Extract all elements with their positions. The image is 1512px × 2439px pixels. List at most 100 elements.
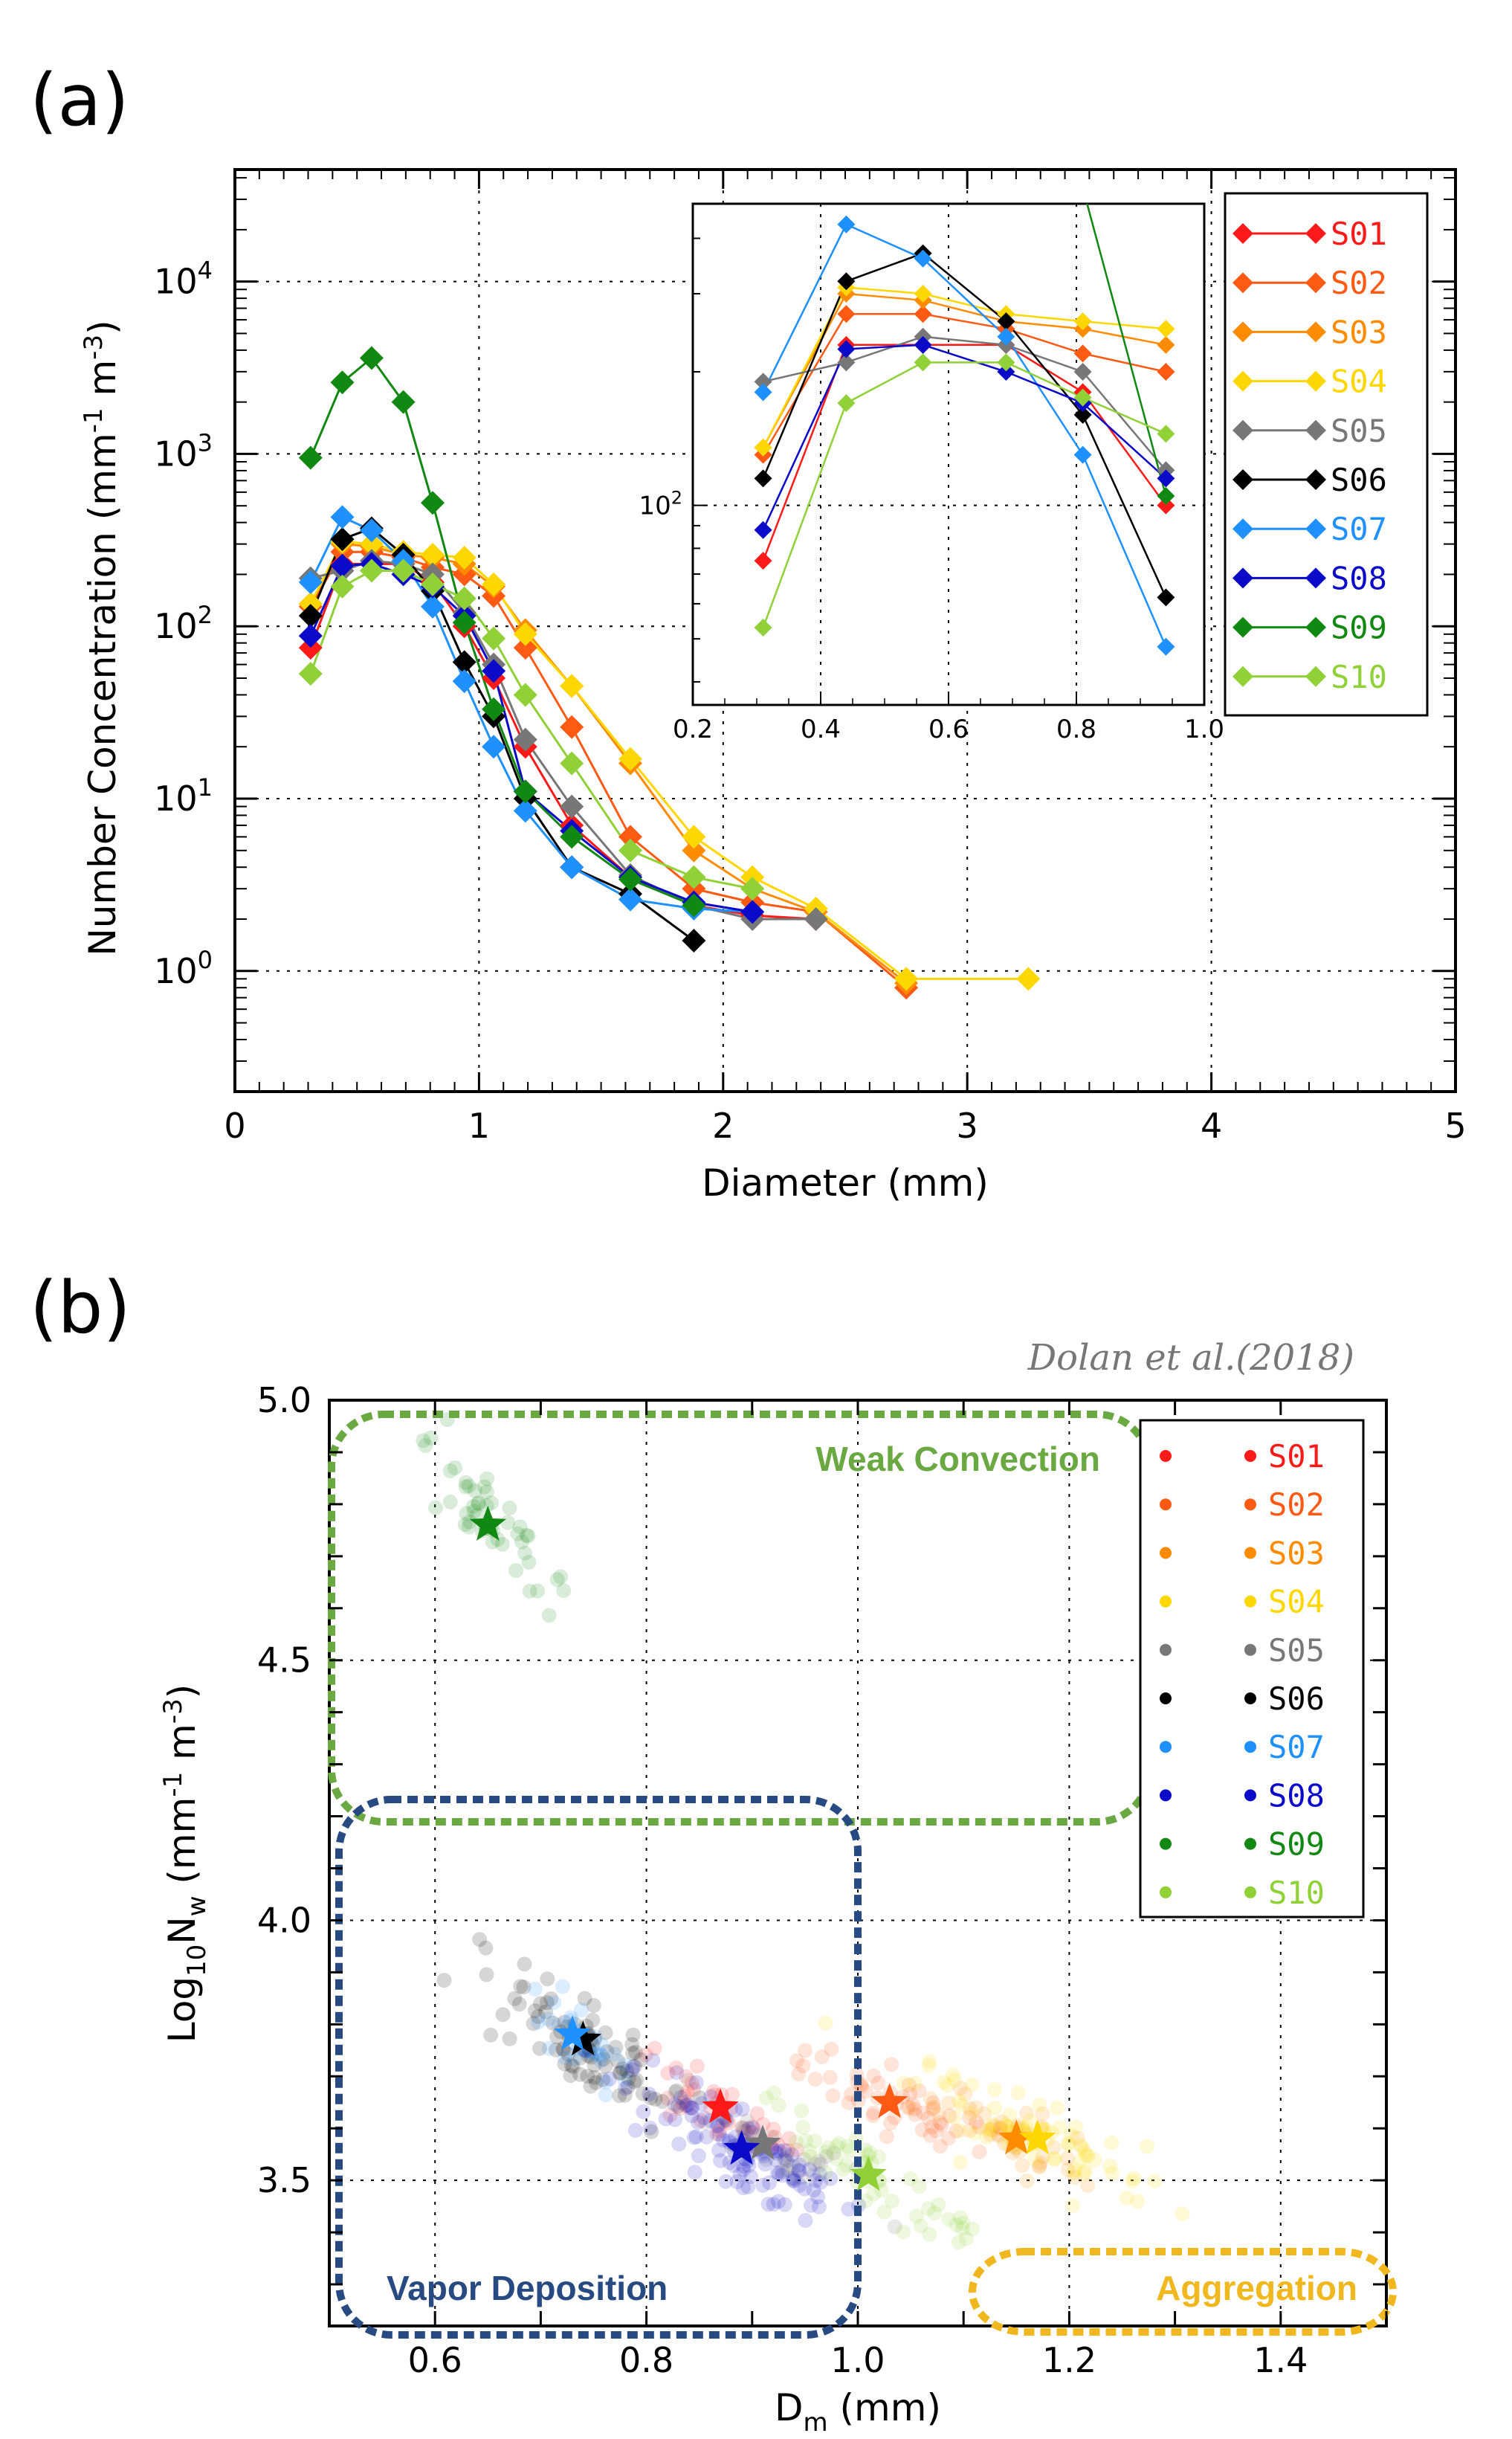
scatter-point-s05	[807, 2156, 822, 2172]
panel-a-y-axis-label: Number Concentration (mm-1 m-3)	[79, 320, 124, 956]
scatter-point-s02	[866, 2068, 882, 2084]
scatter-point-s02	[883, 2116, 899, 2131]
scatter-point-s09	[522, 1583, 537, 1599]
scatter-point-s01	[679, 2069, 694, 2084]
scatter-point-s01	[673, 2101, 688, 2116]
panel-a-inset: 0.2 0.4 0.6 0.8 1.0 102	[639, 202, 1224, 744]
panel-b-legend: S01 S02 S03 S04 S05 S06 S07 S08 S09 S10	[1139, 1419, 1365, 1918]
scatter-point-s02	[925, 2101, 940, 2116]
scatter-point-s04	[1147, 2174, 1163, 2189]
legend-b-marker-s03	[1244, 1547, 1256, 1559]
inset-data-point-s10	[754, 619, 772, 637]
scatter-point-s04	[1064, 2127, 1079, 2143]
legend-a-marker-s04	[1232, 370, 1253, 392]
scatter-point-s06	[598, 2058, 613, 2074]
scatter-point-s08	[797, 2181, 812, 2197]
scatter-point-s10	[841, 2143, 857, 2159]
scatter-point-s08	[736, 2158, 752, 2174]
scatter-point-s02	[916, 2105, 931, 2121]
scatter-point-s04	[952, 2154, 968, 2170]
scatter-point-s08	[792, 2177, 807, 2193]
scatter-point-s08	[786, 2173, 802, 2188]
scatter-point-s09	[461, 1519, 476, 1535]
scatter-point-s08	[642, 2120, 658, 2136]
scatter-point-s08	[792, 2164, 807, 2179]
scatter-point-s09	[471, 1495, 486, 1511]
scatter-point-s07	[617, 2072, 633, 2088]
inset-series	[754, 204, 1175, 656]
scatter-point-s08	[772, 2143, 786, 2159]
panel-b-x-axis-label: Dm (mm)	[775, 2386, 941, 2438]
data-point-s09	[618, 867, 643, 892]
region-box-0	[328, 1411, 1153, 1826]
scatter-point-s10	[958, 2231, 974, 2246]
scatter-point-s08	[743, 2169, 758, 2185]
scatter-point-s05	[744, 2124, 760, 2140]
mean-star-s10	[850, 2156, 887, 2191]
legend-a-marker-s09	[1232, 616, 1253, 638]
inset-data-point-s01	[754, 552, 772, 570]
data-point-s08	[330, 553, 355, 578]
scatter-point-s09	[479, 1484, 494, 1500]
scatter-point-s01	[685, 2075, 700, 2091]
scatter-point-s08	[668, 2112, 683, 2127]
scatter-point-s02	[907, 2101, 923, 2117]
scatter-point-s04	[1126, 2171, 1142, 2186]
scatter-point-s06	[584, 2049, 599, 2065]
scatter-point-s10	[829, 2139, 844, 2154]
scatter-point-s04	[1052, 2120, 1067, 2136]
data-point-s09	[682, 893, 706, 918]
scatter-point-s07	[555, 1979, 570, 1994]
inset-data-point-s08	[914, 335, 932, 354]
data-point-s09	[421, 491, 445, 515]
scatter-point-s06	[533, 1996, 548, 2011]
legend-b-marker-s03	[1160, 1547, 1172, 1559]
inset-data-point-s06	[997, 312, 1015, 331]
inset-x-tick-label: 0.2	[673, 715, 713, 744]
scatter-point-s02	[934, 2117, 949, 2133]
scatter-point-s03	[984, 2121, 1000, 2137]
legend-a-marker-s03	[1305, 321, 1326, 343]
legend-b-marker-s04	[1244, 1595, 1256, 1608]
scatter-point-s10	[884, 2193, 899, 2208]
scatter-point-s09	[458, 1475, 474, 1490]
legend-b-label-s10: S10	[1268, 1875, 1325, 1911]
inset-x-tick-label: 0.6	[928, 715, 969, 744]
scatter-point-s08	[642, 2087, 657, 2102]
scatter-point-s08	[627, 2122, 643, 2138]
scatter-point-s03	[923, 2091, 938, 2107]
scatter-point-s04	[987, 2082, 1002, 2098]
scatter-point-s09	[465, 1498, 481, 1514]
scatter-point-s09	[512, 1519, 528, 1535]
scatter-point-s04	[952, 2123, 968, 2139]
scatter-point-s03	[1032, 2159, 1047, 2175]
scatter-point-s06	[621, 2071, 636, 2086]
scatter-point-s08	[734, 2101, 750, 2117]
data-point-s08	[740, 900, 765, 924]
scatter-point-s05	[681, 2072, 697, 2088]
scatter-point-s01	[744, 2119, 760, 2134]
scatter-point-s08	[760, 2197, 776, 2212]
panel-b-label: (b)	[30, 1266, 131, 1350]
scatter-point-s01	[781, 2130, 797, 2146]
inset-data-point-s08	[837, 340, 856, 358]
scatter-point-s06	[495, 2007, 511, 2023]
scatter-point-s06	[595, 2072, 610, 2087]
scatter-point-s08	[810, 2189, 826, 2205]
scatter-point-s08	[769, 2165, 785, 2180]
scatter-point-s06	[692, 2090, 708, 2105]
data-point-s06	[298, 604, 323, 628]
scatter-point-s01	[743, 2124, 759, 2140]
scatter-point-s02	[789, 2053, 804, 2069]
scatter-point-s05	[887, 2219, 902, 2235]
inset-series-line-s08	[762, 344, 1167, 531]
inset-data-point-s04	[1073, 312, 1092, 331]
data-point-s10	[330, 574, 355, 599]
scatter-point-s07	[557, 2049, 572, 2065]
scatter-point-s06	[615, 2061, 630, 2077]
scatter-point-s03	[1033, 2156, 1048, 2171]
scatter-point-s05	[736, 2121, 752, 2136]
legend-b-marker-s06	[1244, 1692, 1256, 1704]
legend-b-label-s07: S07	[1268, 1729, 1325, 1765]
scatter-point-s04	[1079, 2148, 1094, 2164]
